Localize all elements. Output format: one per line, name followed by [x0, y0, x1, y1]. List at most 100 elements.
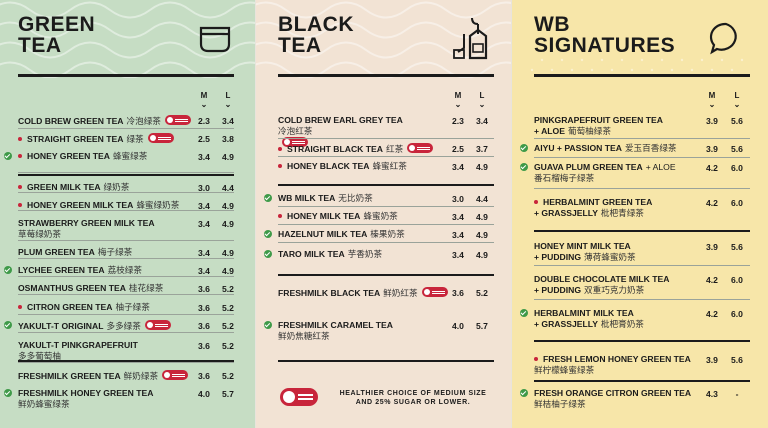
- item-name: FRESHMILK HONEY GREEN TEA: [18, 388, 154, 398]
- item-addon: + ALOE: [645, 162, 676, 172]
- lower-sugar-badge-icon: [282, 137, 308, 147]
- item-chinese-name: 草莓绿奶茶: [18, 229, 61, 239]
- price-medium: 2.5: [198, 134, 210, 144]
- menu-item[interactable]: HERBALMINT MILK TEA + GRASSJELLY 枇杷膏奶茶: [520, 308, 752, 330]
- menu-item[interactable]: FRESH LEMON HONEY GREEN TEA 鲜柠檬蜂蜜绿茶: [534, 354, 752, 376]
- item-chinese-name: 桂花绿茶: [128, 283, 164, 293]
- menu-item[interactable]: PINKGRAPEFRUIT GREEN TEA + ALOE 葡萄柚绿茶: [534, 115, 752, 137]
- panel-divider: [511, 0, 512, 428]
- price-medium: 3.4: [198, 266, 210, 276]
- section-divider: [278, 360, 494, 362]
- dot-pattern: [530, 58, 744, 72]
- price-medium: 4.0: [198, 389, 210, 399]
- menu-item[interactable]: DOUBLE CHOCOLATE MILK TEA + PUDDING 双重巧克力奶…: [534, 274, 752, 296]
- size-m-label: M ⌄: [708, 91, 716, 109]
- price-large: 4.9: [476, 230, 488, 240]
- item-name: STRAIGHT GREEN TEA: [27, 134, 124, 144]
- menu-item[interactable]: HERBALMINT GREEN TEA + GRASSJELLY 枇杷青绿茶: [534, 197, 752, 219]
- menu-item[interactable]: FRESHMILK HONEY GREEN TEA 鲜奶蜂蜜绿茶: [4, 388, 236, 410]
- price-medium: 4.2: [706, 309, 718, 319]
- menu-item[interactable]: LYCHEE GREEN TEA 荔枝绿茶: [4, 265, 236, 276]
- menu-item[interactable]: HONEY BLACK TEA 蜂蜜红茶: [278, 161, 496, 172]
- price-large: 5.2: [476, 288, 488, 298]
- menu-item[interactable]: AIYU + PASSION TEA 爱玉百香绿茶: [520, 143, 752, 154]
- panel-divider: [255, 0, 256, 428]
- item-chinese-name: 芋香奶茶: [347, 249, 383, 259]
- dot-icon: [18, 185, 22, 189]
- menu-item[interactable]: HONEY MINT MILK TEA + PUDDING 薄荷蜂蜜奶茶: [534, 241, 752, 263]
- section-divider: [534, 230, 750, 232]
- menu-item[interactable]: STRAIGHT GREEN TEA 绿茶: [18, 133, 236, 145]
- menu-item[interactable]: FRESHMILK BLACK TEA 鲜奶红茶: [278, 287, 496, 299]
- price-medium: 3.6: [198, 341, 210, 351]
- price-medium: 3.4: [198, 248, 210, 258]
- item-chinese-name: 枇杷膏奶茶: [600, 319, 644, 329]
- menu-item[interactable]: HAZELNUT MILK TEA 榛果奶茶: [264, 229, 496, 240]
- price-large: 5.6: [731, 242, 743, 252]
- wb-signatures-panel: WB SIGNATURES M ⌄ L ⌄ PINKGRAPEFRUIT GREEN…: [512, 0, 768, 428]
- menu-item[interactable]: CITRON GREEN TEA 柚子绿茶: [18, 302, 236, 313]
- menu-item[interactable]: STRAWBERRY GREEN MILK TEA 草莓绿奶茶: [18, 218, 236, 240]
- menu-item[interactable]: TARO MILK TEA 芋香奶茶: [264, 249, 496, 260]
- item-chinese-name: 枇杷青绿茶: [600, 208, 644, 218]
- row-separator: [534, 299, 750, 300]
- price-large: 4.4: [476, 194, 488, 204]
- menu-item[interactable]: STRAIGHT BLACK TEA 红茶: [278, 143, 496, 155]
- dot-icon: [278, 147, 282, 151]
- price-large: 6.0: [731, 309, 743, 319]
- section-divider: [18, 360, 234, 362]
- item-name: FRESH LEMON HONEY GREEN TEA: [543, 354, 691, 364]
- menu-item[interactable]: HONEY GREEN MILK TEA 蜂蜜绿奶茶: [18, 200, 236, 211]
- menu-item[interactable]: HONEY GREEN TEA 蜂蜜绿茶: [4, 151, 236, 162]
- menu-item[interactable]: OSMANTHUS GREEN TEA 桂花绿茶: [18, 283, 236, 294]
- item-name: HERBALMINT GREEN TEA: [543, 197, 653, 207]
- item-chinese-name: 鲜奶红茶: [383, 288, 418, 298]
- menu-item[interactable]: FRESH ORANGE CITRON GREEN TEA 鲜桔柚子绿茶: [520, 388, 752, 410]
- menu-item[interactable]: COLD BREW GREEN TEA 冷泡绿茶: [18, 115, 236, 127]
- price-medium: 3.4: [452, 162, 464, 172]
- menu-item[interactable]: HONEY MILK TEA 蜂蜜奶茶: [278, 211, 496, 222]
- header-rule: [18, 74, 234, 77]
- menu-item[interactable]: GUAVA PLUM GREEN TEA + ALOE 番石榴梅子绿茶: [520, 162, 752, 184]
- item-chinese-name: 冷泡红茶: [278, 126, 313, 136]
- menu-item[interactable]: YAKULT-T ORIGINAL 多多绿茶: [4, 320, 236, 332]
- price-large: 4.9: [222, 152, 234, 162]
- row-separator: [18, 332, 234, 333]
- price-large: 6.0: [731, 275, 743, 285]
- item-name: HONEY BLACK TEA: [287, 161, 370, 171]
- price-medium: 3.4: [198, 219, 210, 229]
- item-addon: + PUDDING: [534, 252, 582, 262]
- menu-item[interactable]: FRESHMILK GREEN TEA 鲜奶绿茶: [18, 370, 236, 382]
- item-chinese-name: 蜂蜜绿奶茶: [136, 200, 180, 210]
- item-subline: + GRASSJELLY 枇杷膏奶茶: [534, 319, 752, 330]
- menu-item[interactable]: FRESHMILK CARAMEL TEA 鲜奶焦糖红茶: [264, 320, 496, 342]
- menu-item[interactable]: PLUM GREEN TEA 梅子绿茶: [18, 247, 236, 258]
- row-separator: [278, 242, 494, 243]
- row-separator: [18, 258, 234, 259]
- menu-item[interactable]: GREEN MILK TEA 绿奶茶: [18, 182, 236, 193]
- item-name: HAZELNUT MILK TEA: [278, 229, 368, 239]
- size-m-label: M ⌄: [200, 91, 208, 109]
- check-icon: [520, 389, 528, 397]
- price-medium: 3.9: [706, 116, 718, 126]
- row-separator: [18, 128, 234, 129]
- lower-sugar-badge-icon: [144, 320, 171, 330]
- item-name: PLUM GREEN TEA: [18, 247, 95, 257]
- dot-icon: [534, 357, 538, 361]
- price-medium: 3.6: [198, 284, 210, 294]
- section-divider: [278, 274, 494, 276]
- menu-item[interactable]: YAKULT-T PINKGRAPEFRUIT 多多葡萄柚: [18, 340, 236, 362]
- price-large: 5.2: [222, 341, 234, 351]
- item-chinese-name: 柚子绿茶: [115, 302, 150, 312]
- item-name: STRAIGHT BLACK TEA: [287, 144, 383, 154]
- section-title: GREEN TEA: [18, 13, 96, 57]
- item-subline: + PUDDING 双重巧克力奶茶: [534, 285, 752, 296]
- price-large: 5.6: [731, 355, 743, 365]
- price-medium: 3.0: [452, 194, 464, 204]
- dot-icon: [278, 214, 282, 218]
- row-separator: [278, 224, 494, 225]
- menu-item[interactable]: COLD BREW EARL GREY TEA 冷泡红茶: [278, 115, 496, 149]
- price-large: 5.7: [222, 389, 234, 399]
- item-chinese-name: 鲜桔柚子绿茶: [534, 399, 586, 409]
- menu-item[interactable]: WB MILK TEA 无比奶茶: [264, 193, 496, 204]
